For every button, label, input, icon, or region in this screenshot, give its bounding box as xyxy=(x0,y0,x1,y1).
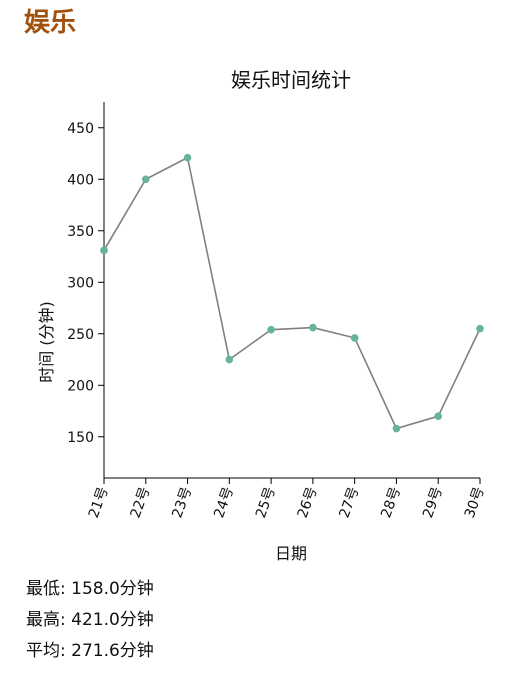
stat-max: 最高: 421.0分钟 xyxy=(26,605,154,636)
y-tick-label: 300 xyxy=(67,275,94,291)
chart-title: 娱乐时间统计 xyxy=(231,68,351,92)
series-group xyxy=(100,154,484,433)
data-point xyxy=(309,324,317,332)
data-point xyxy=(393,425,401,433)
stat-avg-label: 平均: xyxy=(26,641,66,661)
x-tick-label: 29号 xyxy=(420,485,446,520)
line-chart: 娱乐时间统计 150 200 250 300 350 400 450 21号 22号 23号 24… xyxy=(0,52,518,572)
stat-min-label: 最低: xyxy=(26,579,66,599)
stat-avg-value: 271.6分钟 xyxy=(71,641,154,661)
data-point xyxy=(142,175,150,183)
stat-min: 最低: 158.0分钟 xyxy=(26,574,154,605)
y-axis: 150 200 250 300 350 400 450 xyxy=(67,102,104,478)
x-tick-label: 21号 xyxy=(86,485,112,520)
x-tick-label: 26号 xyxy=(295,485,321,520)
x-tick-label: 23号 xyxy=(169,485,195,520)
page-heading: 娱乐 xyxy=(24,6,76,40)
stat-min-value: 158.0分钟 xyxy=(71,579,154,599)
y-tick-label: 450 xyxy=(67,121,94,137)
x-tick-label: 25号 xyxy=(253,485,279,520)
data-point xyxy=(267,326,275,334)
y-tick-label: 200 xyxy=(67,378,94,394)
data-point xyxy=(100,247,108,255)
y-tick-label: 150 xyxy=(67,430,94,446)
stat-avg: 平均: 271.6分钟 xyxy=(26,636,154,667)
stat-max-label: 最高: xyxy=(26,610,66,630)
x-tick-label: 28号 xyxy=(378,485,404,520)
y-axis-label: 时间 (分钟) xyxy=(37,301,56,383)
x-tick-label: 27号 xyxy=(337,485,363,520)
data-point xyxy=(434,412,442,420)
x-axis-label: 日期 xyxy=(275,544,307,563)
stats-panel: 最低: 158.0分钟 最高: 421.0分钟 平均: 271.6分钟 xyxy=(26,574,154,667)
y-tick-label: 400 xyxy=(67,172,94,188)
data-point xyxy=(476,325,484,333)
data-point xyxy=(184,154,192,162)
data-point xyxy=(351,334,359,342)
stat-max-value: 421.0分钟 xyxy=(71,610,154,630)
x-tick-label: 30号 xyxy=(462,485,488,520)
x-axis: 21号 22号 23号 24号 25号 26号 27号 28号 29号 30号 xyxy=(86,478,488,520)
y-tick-label: 350 xyxy=(67,224,94,240)
y-tick-label: 250 xyxy=(67,327,94,343)
series-line xyxy=(104,158,480,429)
data-point xyxy=(226,356,234,364)
x-tick-label: 24号 xyxy=(211,485,237,520)
x-tick-label: 22号 xyxy=(128,485,154,520)
